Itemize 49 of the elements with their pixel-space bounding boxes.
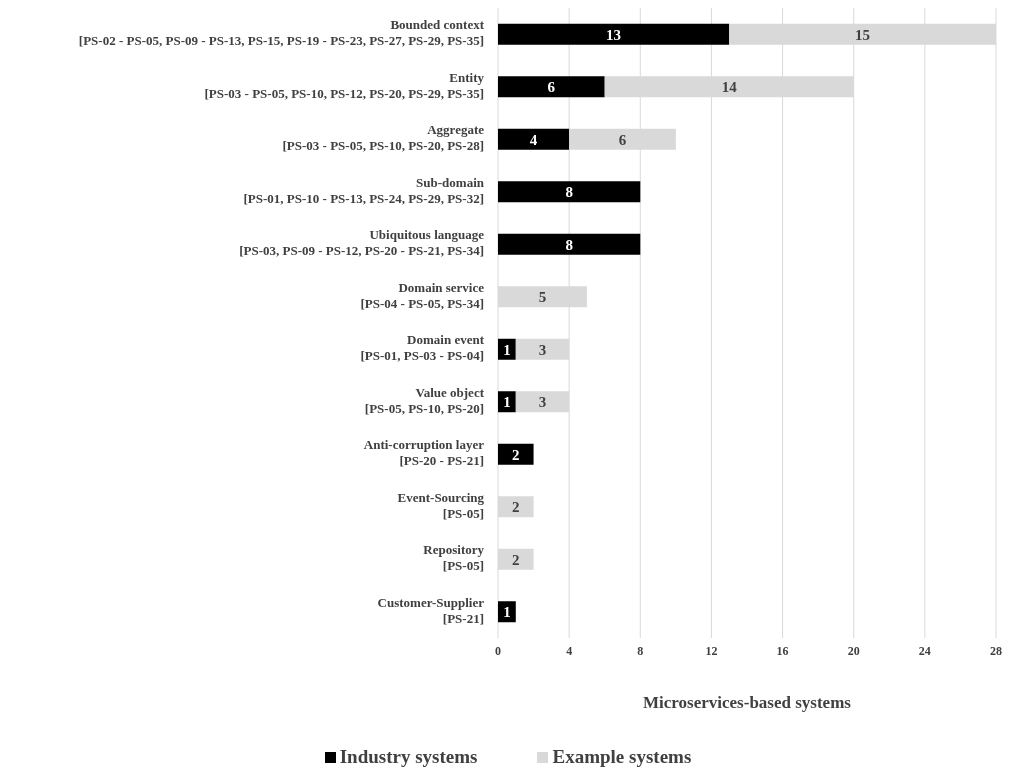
y-tick-label: Entity [PS-03 - PS-05, PS-10, PS-12, PS-20, PS-29, PS-35]: [204, 69, 485, 101]
data-label: 1: [503, 394, 511, 411]
data-label: 1: [503, 604, 511, 621]
bar: [498, 391, 516, 413]
x-tick-label: 16: [776, 643, 789, 658]
y-tick-label: Sub-domain [PS-01, PS-10 - PS-13, PS-24, PS-29, PS-32]: [243, 174, 485, 206]
y-tick-label: Repository [PS-05]: [423, 542, 485, 574]
data-label: 6: [547, 79, 556, 96]
y-tick-label: Value object [PS-05, PS-10, PS-20]: [364, 384, 485, 416]
x-tick-label: 20: [847, 643, 860, 658]
bar: [498, 338, 516, 360]
data-label: 15: [855, 26, 871, 43]
y-tick-label: Event-Sourcing [PS-05]: [397, 489, 485, 521]
legend-label: Example systems: [552, 746, 692, 768]
data-label: 4: [529, 131, 538, 148]
bar: [498, 601, 516, 623]
y-tick-label: Customer-Supplier [PS-21]: [377, 594, 485, 626]
data-label: 3: [538, 394, 547, 411]
bar: [498, 128, 570, 150]
data-label: 2: [512, 446, 520, 463]
y-tick-label: Domain service [PS-04 - PS-05, PS-34]: [360, 279, 485, 311]
data-label: 1: [503, 341, 511, 358]
x-tick-label: 28: [990, 643, 1002, 658]
bar: [498, 443, 534, 465]
bar: [498, 76, 605, 98]
data-label: 5: [538, 289, 547, 306]
data-label: 3: [538, 341, 547, 358]
bar: [498, 181, 641, 203]
y-tick-label: Ubiquitous language [PS-03, PS-09 - PS-12, PS-20 - PS-21, PS-34]: [239, 227, 485, 259]
x-tick-label: 8: [637, 643, 644, 658]
x-tick-label: 24: [918, 643, 931, 658]
data-label: 6: [618, 131, 627, 148]
y-tick-label: Aggregate [PS-03 - PS-05, PS-10, PS-20, PS-28]: [282, 122, 485, 154]
data-label: 8: [565, 184, 573, 201]
y-tick-label: Anti-corruption layer [PS-20 - PS-21]: [363, 437, 485, 469]
bar: [498, 233, 641, 255]
legend-label: Industry systems: [339, 746, 478, 768]
x-tick-label: 0: [495, 643, 501, 658]
data-label: 14: [721, 79, 738, 96]
data-label: 2: [512, 499, 520, 516]
x-axis-title: Microservices-based systems: [643, 693, 852, 712]
data-label: 8: [565, 236, 573, 253]
bar: [498, 23, 730, 45]
y-tick-label: Domain event [PS-01, PS-03 - PS-04]: [360, 332, 485, 364]
data-label: 2: [512, 551, 520, 568]
data-label: 13: [606, 26, 622, 43]
x-tick-label: 12: [705, 643, 718, 658]
y-tick-label: Bounded context [PS-02 - PS-05, PS-09 - PS-13, PS-15, PS-19 - PS-23, PS-27, PS-29, PS-35]: [78, 17, 485, 49]
x-tick-label: 4: [566, 643, 573, 658]
